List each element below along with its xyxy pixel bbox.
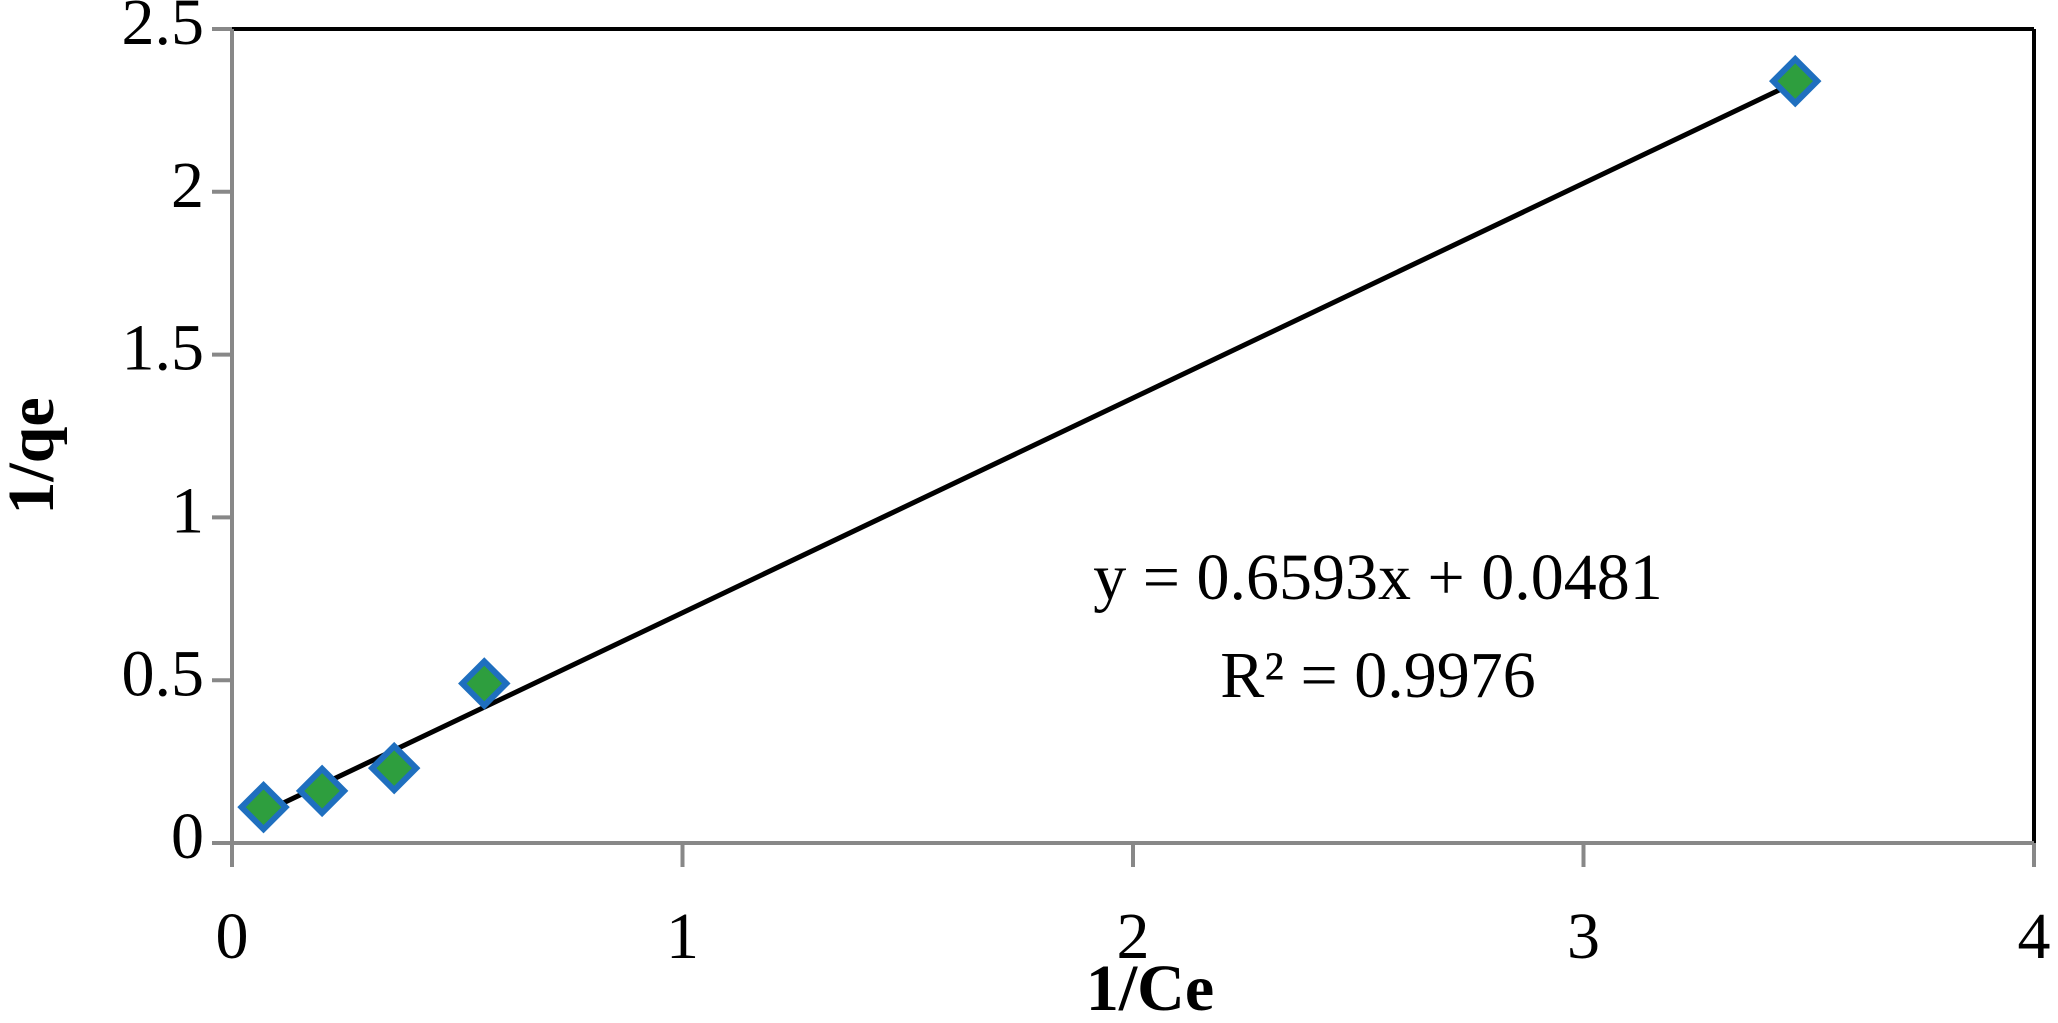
x-tick-label: 1 — [666, 900, 699, 973]
point — [458, 657, 511, 710]
x-tick-label: 0 — [216, 900, 249, 973]
point — [295, 764, 349, 818]
point — [237, 780, 290, 834]
y-tick-label: 0 — [171, 800, 204, 873]
trendline — [262, 80, 1797, 815]
x-tick-label: 2 — [1117, 900, 1150, 973]
point — [367, 741, 421, 795]
y-tick-label: 1 — [171, 475, 204, 548]
point — [1768, 54, 1822, 108]
y-tick-label: 1.5 — [122, 312, 205, 385]
x-tick-label: 4 — [2018, 900, 2051, 973]
y-axis-title: 1/qe — [0, 397, 68, 514]
y-tick-label: 0.5 — [122, 637, 205, 710]
x-tick-label: 3 — [1567, 900, 1600, 973]
trend-equation: y = 0.6593x + 0.0481 — [1093, 541, 1662, 614]
y-tick-label: 2.5 — [122, 0, 205, 59]
x-axis-title: 1/Ce — [1086, 952, 1214, 1023]
r-squared: R² = 0.9976 — [1220, 639, 1536, 712]
y-tick-label: 2 — [171, 149, 204, 222]
